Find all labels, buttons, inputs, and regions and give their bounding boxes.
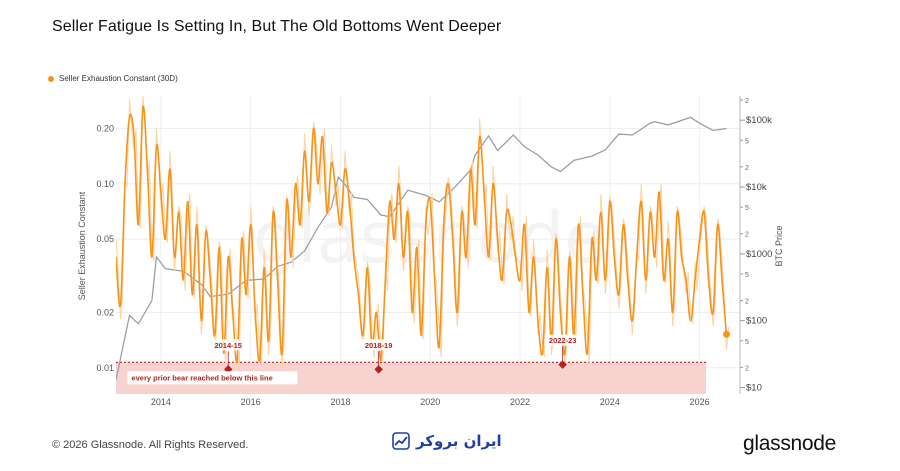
x-tick-label: 2020: [420, 397, 440, 407]
annotation-label-bg: [544, 334, 581, 346]
annotation-marker: [374, 365, 383, 374]
chart-trend-icon: [392, 432, 410, 450]
y-tick-label: 0.02: [96, 307, 114, 317]
sec-series: [116, 96, 729, 371]
y2-tick-label: 5: [745, 205, 749, 212]
y-tick-label: 0.20: [96, 123, 114, 133]
annotation-label: 2014-15: [214, 341, 242, 350]
threshold-note: every prior bear reached below this line: [131, 373, 272, 382]
y2-axis-title: BTC Price: [774, 225, 784, 266]
y2-tick-label: 2: [745, 365, 749, 372]
y2-tick-label: 5: [745, 339, 749, 346]
sec-line: [116, 105, 728, 364]
price-series: [116, 116, 727, 381]
y2-tick-label: 2: [745, 165, 749, 172]
legend-label: Seller Exhaustion Constant (30D): [59, 74, 178, 83]
annotation-marker: [558, 360, 567, 369]
x-tick-label: 2022: [510, 397, 530, 407]
x-tick-label: 2016: [241, 397, 261, 407]
y2-tick-label: 2: [745, 232, 749, 239]
partner-logo-text: ایران بروکر: [416, 432, 502, 450]
y2-tick-label: 5: [745, 138, 749, 145]
sec-raw-line: [116, 96, 729, 371]
x-tick-label: 2024: [600, 397, 620, 407]
y2-tick-label: $1000: [746, 249, 772, 260]
y-tick-label: 0.10: [96, 179, 114, 189]
y2-tick-label: 2: [745, 98, 749, 105]
legend-swatch: [48, 75, 54, 82]
annotations: 2014-15 2018-19 2022-23 every prior bear re…: [127, 330, 731, 385]
y2-tick-label: $100k: [746, 115, 772, 126]
y-tick-label: 0.05: [96, 234, 114, 244]
x-tick-label: 2026: [690, 397, 710, 407]
y-axis-title: Seller Exhaustion Constant: [77, 191, 87, 300]
threshold-note-bg: [127, 371, 298, 385]
annotation-label: 2018-19: [365, 341, 393, 350]
y2-tick-label: $10: [746, 383, 762, 394]
x-tick-label: 2014: [151, 397, 171, 407]
latest-value-marker: [723, 330, 731, 338]
x-tick-label: 2018: [330, 397, 350, 407]
copyright-text: © 2026 Glassnode. All Rights Reserved.: [52, 439, 249, 451]
axes: 2014 2016 2018 2020 2022 2024 2026 0.01 0.02 0.05…: [96, 96, 772, 407]
btc-price-line: [116, 116, 727, 381]
annotation-label-bg: [210, 339, 247, 351]
y2-tick-label: 2: [745, 299, 749, 306]
y2-tick-label: 5: [745, 272, 749, 279]
annotation-label: 2022-23: [549, 336, 577, 345]
partner-logo: ایران بروکر: [392, 432, 502, 450]
legend[interactable]: Seller Exhaustion Constant (30D): [48, 74, 178, 83]
y2-tick-label: $10k: [746, 182, 767, 193]
chart-title: Seller Fatigue Is Setting In, But The Ol…: [52, 18, 502, 35]
y-tick-label: 0.01: [96, 363, 114, 373]
brand-logo: glassnode: [743, 432, 837, 455]
y2-tick-label: $100: [746, 316, 767, 327]
annotation-label-bg: [360, 339, 397, 351]
